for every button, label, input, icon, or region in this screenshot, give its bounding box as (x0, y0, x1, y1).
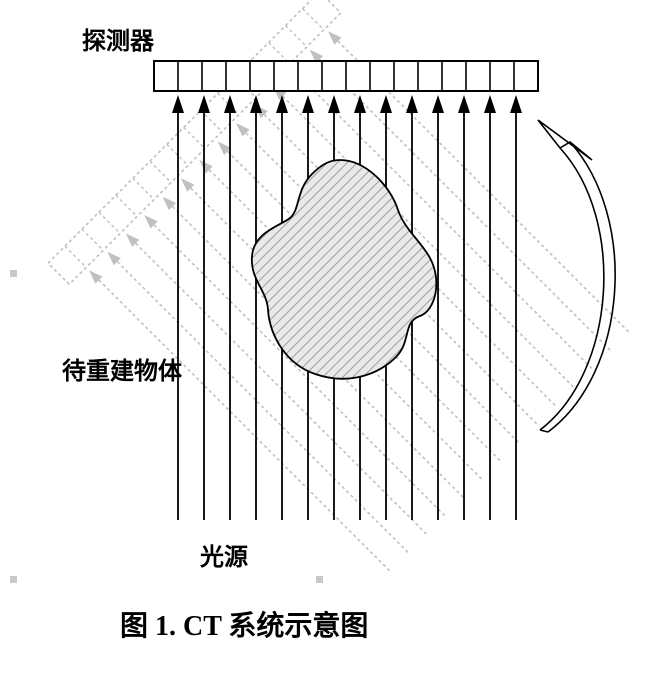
ct-schematic-figure: 探测器 待重建物体 光源 图 1. CT 系统示意图 (0, 0, 670, 673)
stray-marker (10, 270, 17, 277)
label-source: 光源 (200, 546, 248, 570)
label-detector: 探测器 (82, 30, 154, 54)
detector-bar (154, 61, 538, 91)
label-object: 待重建物体 (62, 360, 182, 384)
stray-marker (316, 576, 323, 583)
figure-caption: 图 1. CT 系统示意图 (120, 613, 368, 641)
ct-diagram-svg (0, 0, 670, 590)
rotation-arrow (538, 120, 615, 432)
object-blob (252, 160, 436, 379)
stray-marker (10, 576, 17, 583)
